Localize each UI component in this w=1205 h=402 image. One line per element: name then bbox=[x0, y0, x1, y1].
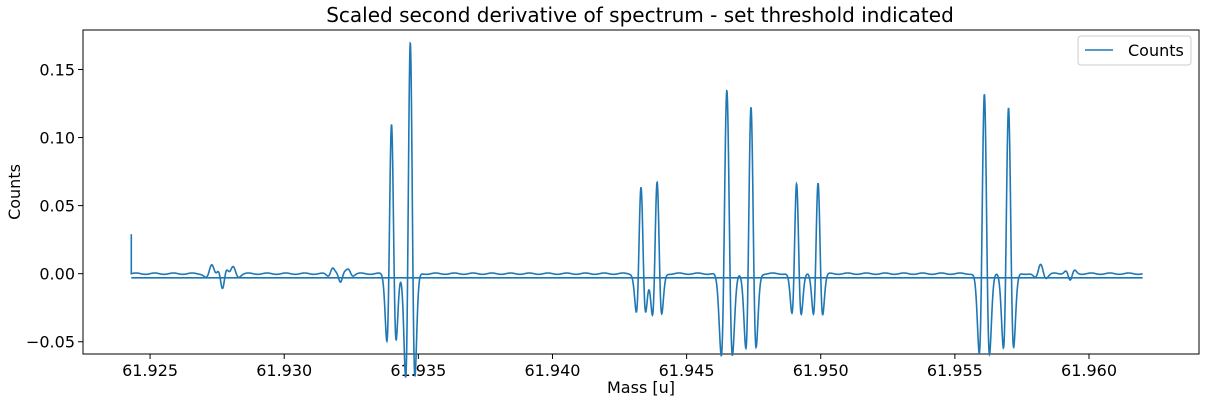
y-tick-label: 0.05 bbox=[39, 197, 75, 216]
y-axis-label: Counts bbox=[5, 164, 24, 220]
plot-area: 61.925 61.930 61.935 61.940 61.945 61.950 61.9… bbox=[26, 29, 1200, 380]
y-tick-label: 0.15 bbox=[39, 60, 75, 79]
series-layer bbox=[130, 41, 1143, 378]
y-tick-label: −0.05 bbox=[26, 333, 75, 352]
legend-label-counts: Counts bbox=[1128, 41, 1184, 60]
x-tick-label: 61.960 bbox=[1061, 361, 1117, 380]
x-tick-label: 61.925 bbox=[122, 361, 178, 380]
x-tick-label: 61.935 bbox=[390, 361, 446, 380]
y-tick-label: 0.10 bbox=[39, 129, 75, 148]
legend: Counts bbox=[1077, 35, 1192, 66]
x-tick-label: 61.930 bbox=[256, 361, 312, 380]
x-tick-label: 61.940 bbox=[524, 361, 580, 380]
x-tick-label: 61.945 bbox=[659, 361, 715, 380]
x-tick-label: 61.955 bbox=[927, 361, 983, 380]
y-tick-label: 0.00 bbox=[39, 265, 75, 284]
legend-frame bbox=[1077, 35, 1192, 66]
x-axis-label: Mass [u] bbox=[607, 378, 675, 397]
chart-title: Scaled second derivative of spectrum - s… bbox=[326, 3, 954, 27]
y-axis-ticks: −0.05 0.00 0.05 0.10 0.15 bbox=[26, 60, 83, 352]
x-tick-label: 61.950 bbox=[793, 361, 849, 380]
x-axis-ticks: 61.925 61.930 61.935 61.940 61.945 61.950 61.9… bbox=[122, 354, 1117, 380]
